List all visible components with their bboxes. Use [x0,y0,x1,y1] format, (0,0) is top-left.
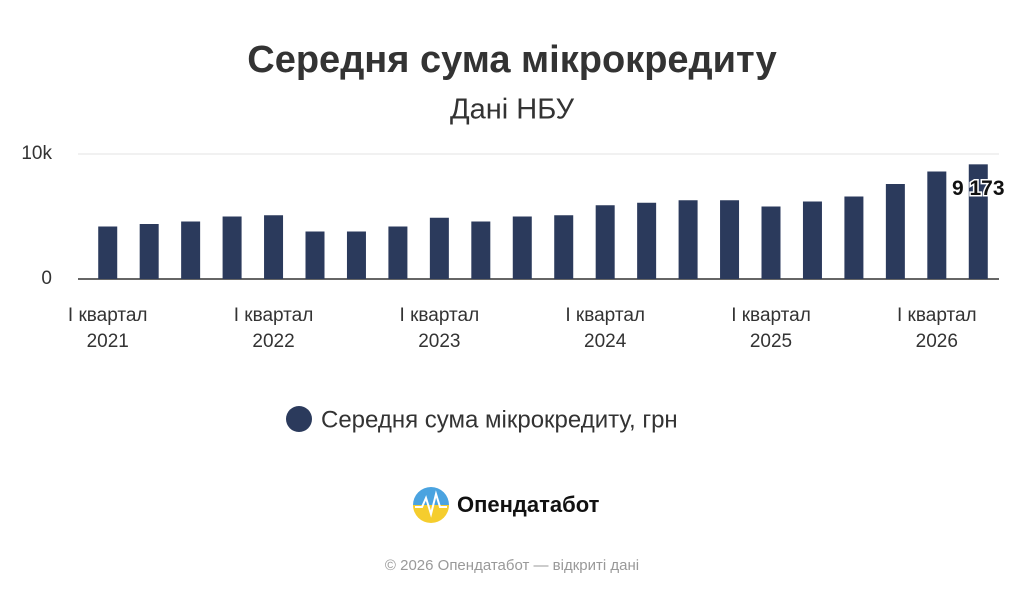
y-tick-label: 10k [21,143,52,164]
bar [968,164,988,279]
chart-subtitle: Дані НБУ [450,94,575,126]
bar [595,205,615,279]
bar [678,200,698,279]
bar [264,215,284,279]
brand-logo [413,487,449,523]
bar [222,216,242,279]
bar [305,231,325,279]
bar [637,202,657,279]
bar [471,221,491,279]
bar [554,215,574,279]
bar [429,217,449,279]
x-tick-label: І квартал 2026 [897,305,977,352]
legend-marker [286,406,312,432]
chart-title: Середня сума мікрокредиту [247,39,776,81]
bar [512,216,532,279]
x-tick-label: І квартал 2025 [731,305,811,352]
x-tick-label: І квартал 2022 [233,305,314,352]
brand-name: Опендатабот [457,492,600,517]
bar [181,221,201,279]
footer: © 2026 Опендатабот — відкриті дані [385,557,639,574]
bar [802,201,822,279]
bar [388,226,408,279]
value-label: 9 173 [952,177,1005,200]
x-tick-label: І квартал 2021 [67,305,148,352]
legend-label: Середня сума мікрокредиту, грн [321,406,678,433]
bar [927,171,947,279]
x-tick-label: І квартал 2024 [565,305,645,352]
bar [139,224,159,279]
bar [720,200,740,279]
bar [885,184,905,279]
bar [346,231,366,279]
y-tick-label: 0 [41,268,52,289]
bar [761,206,781,279]
x-tick-label: І квартал 2023 [399,305,480,352]
bar [844,196,864,279]
bar [98,226,118,279]
brand-logo-line [415,490,447,518]
